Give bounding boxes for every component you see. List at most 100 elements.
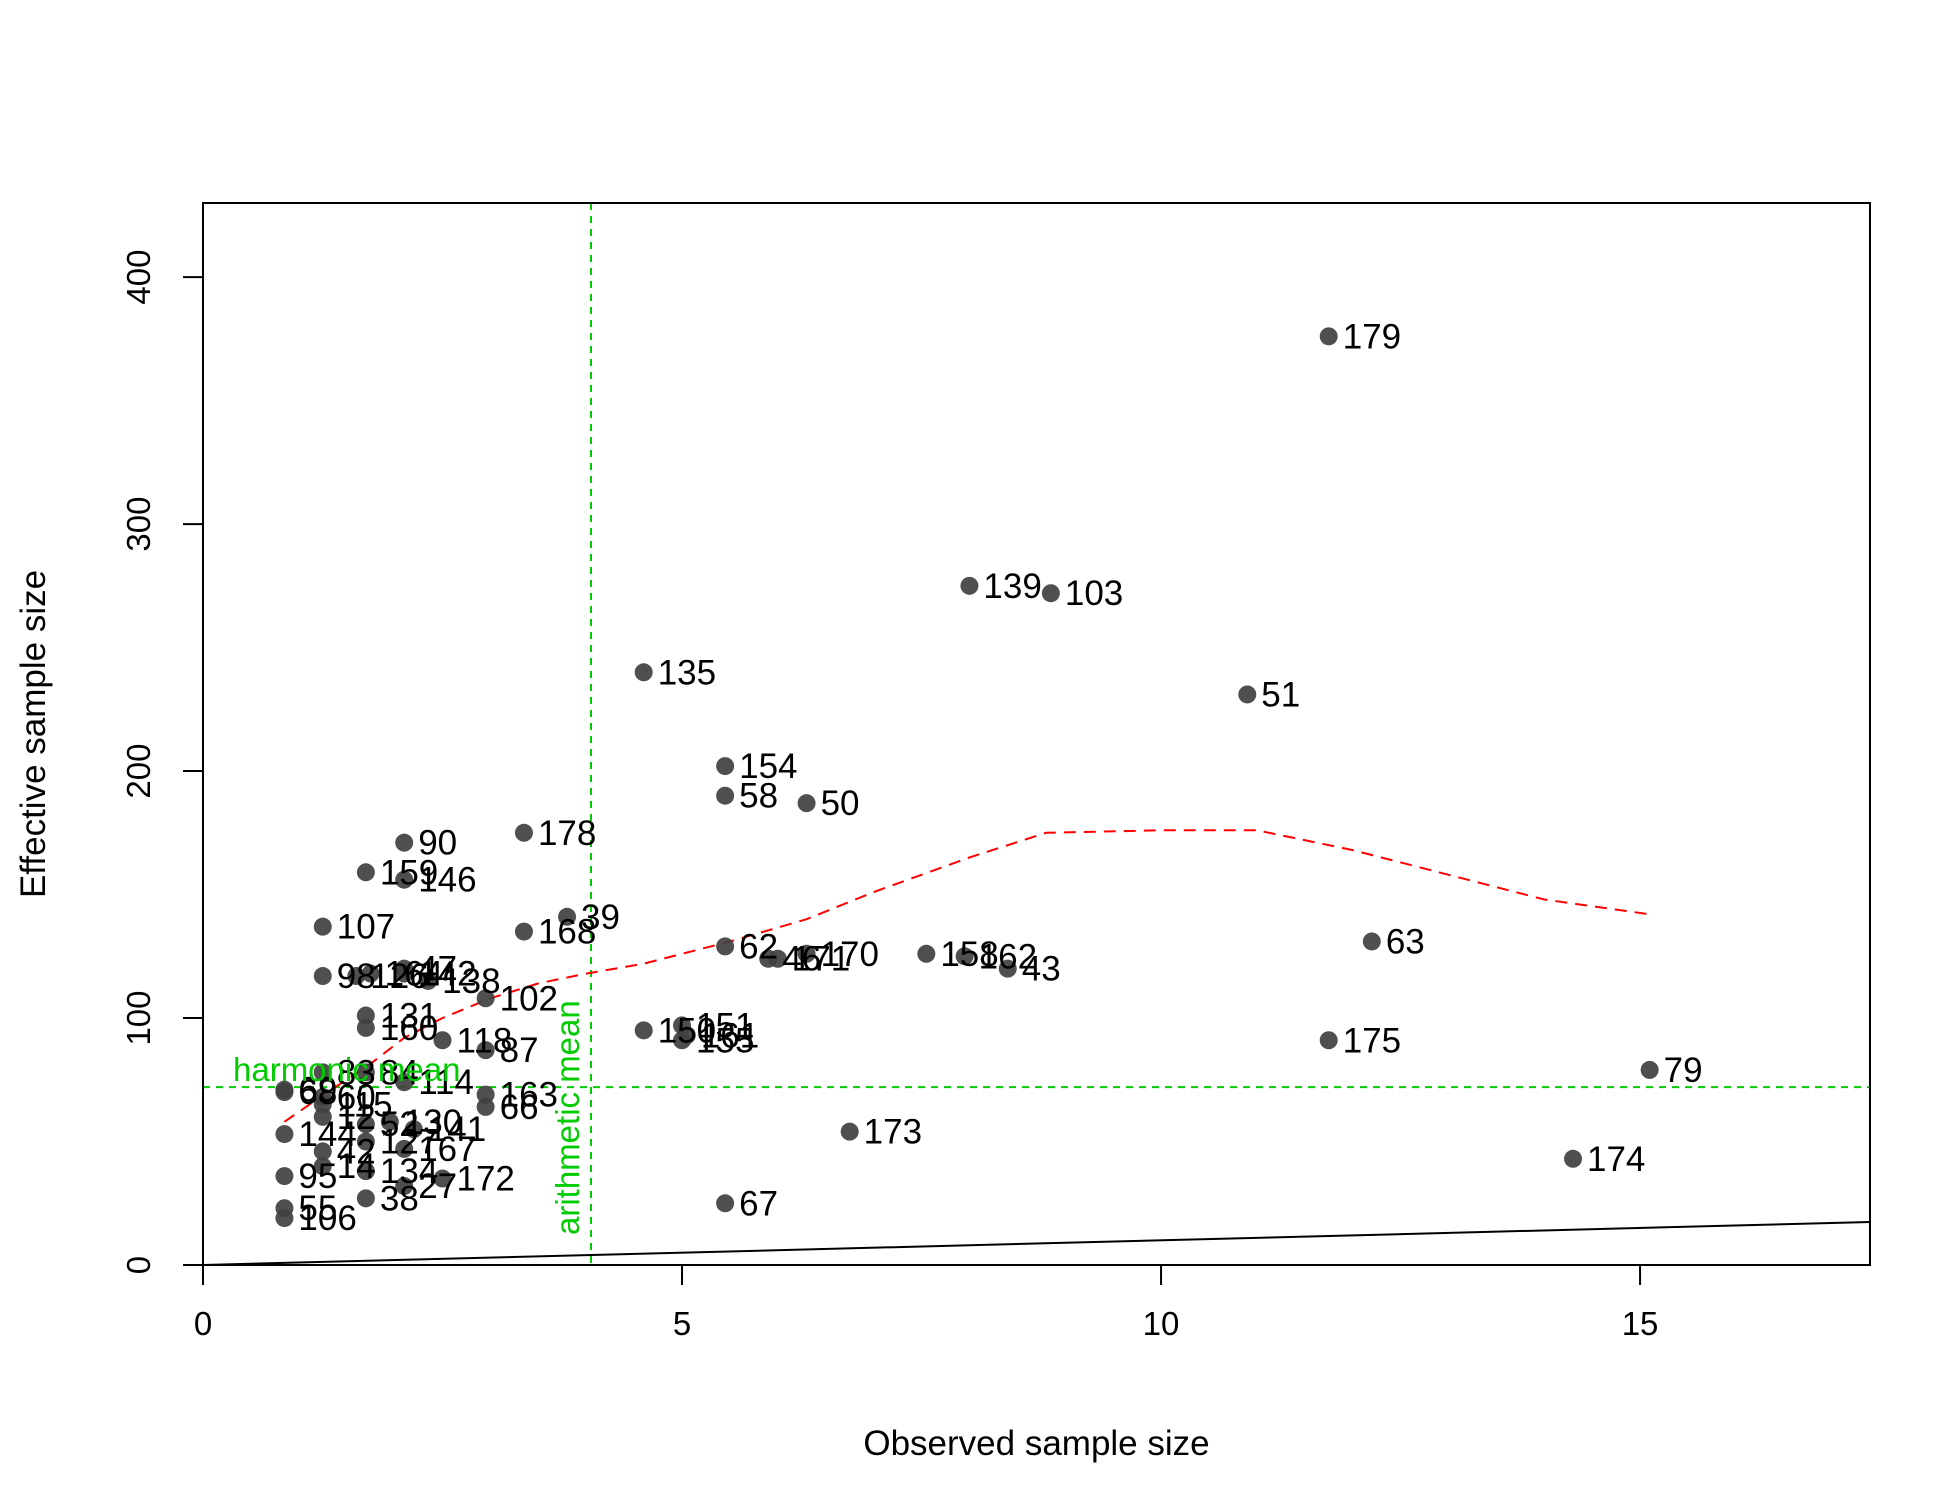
- data-point: [1238, 685, 1257, 704]
- data-point: [313, 1157, 332, 1176]
- point-label: 118: [457, 1021, 513, 1060]
- point-label: 62: [739, 927, 778, 966]
- data-point: [356, 1006, 375, 1025]
- point-label: 150: [658, 1011, 716, 1050]
- data-point: [716, 1194, 735, 1213]
- data-point: [313, 917, 332, 936]
- point-label: 160: [380, 1009, 438, 1048]
- data-point: [275, 1125, 294, 1144]
- y-tick-label: 400: [120, 250, 157, 305]
- point-label: 159: [380, 853, 438, 892]
- point-label: 138: [442, 962, 500, 1001]
- point-label: 55: [298, 1189, 337, 1228]
- arithmetic-mean-label: arithmetic mean: [549, 1000, 586, 1235]
- data-point: [1640, 1060, 1659, 1079]
- point-label: 139: [983, 567, 1041, 606]
- data-point: [433, 1169, 452, 1188]
- point-label: 95: [298, 1157, 337, 1196]
- data-point: [960, 576, 979, 595]
- data-point: [917, 944, 936, 963]
- data-point: [361, 964, 380, 983]
- point-label: 63: [1386, 922, 1425, 961]
- data-point: [395, 870, 414, 889]
- data-point: [313, 1107, 332, 1126]
- data-point: [356, 1162, 375, 1181]
- point-label: 66: [500, 1088, 539, 1127]
- point-label: 172: [457, 1160, 515, 1199]
- data-point: [275, 1209, 294, 1228]
- point-label: 158: [940, 935, 998, 974]
- data-point: [1564, 1149, 1583, 1168]
- data-point: [275, 1083, 294, 1102]
- data-point: [673, 1031, 692, 1050]
- point-label: 12: [337, 1098, 376, 1137]
- point-label: 178: [538, 814, 596, 853]
- data-point: [395, 964, 414, 983]
- point-label: 162: [979, 937, 1037, 976]
- data-point: [476, 1041, 495, 1060]
- data-point: [356, 863, 375, 882]
- point-label: 167: [418, 1130, 476, 1169]
- point-label: 179: [1343, 317, 1401, 356]
- data-point: [716, 937, 735, 956]
- identity-line: [202, 1221, 1871, 1266]
- data-point: [356, 1018, 375, 1037]
- point-label: 60: [337, 1078, 376, 1117]
- point-label: 84: [380, 1053, 419, 1092]
- data-point: [1319, 1031, 1338, 1050]
- point-label: 161: [701, 1016, 759, 1055]
- point-label: 173: [864, 1113, 922, 1152]
- data-point: [476, 1085, 495, 1104]
- point-label: 155: [696, 1021, 754, 1060]
- x-tick-label: 5: [673, 1305, 691, 1342]
- point-label: 79: [1664, 1051, 1703, 1090]
- data-point: [313, 1095, 332, 1114]
- y-tick-label: 300: [120, 497, 157, 552]
- data-point: [1041, 584, 1060, 603]
- point-label: 131: [380, 997, 438, 1036]
- point-label: 141: [428, 1110, 486, 1149]
- data-point: [476, 1097, 495, 1116]
- point-label: 146: [418, 861, 476, 900]
- data-point: [514, 922, 533, 941]
- data-point: [634, 663, 653, 682]
- point-label: 90: [418, 824, 457, 863]
- data-point: [313, 967, 332, 986]
- data-point: [840, 1122, 859, 1141]
- point-label: 38: [380, 1179, 419, 1218]
- data-point: [797, 944, 816, 963]
- data-point: [955, 947, 974, 966]
- data-point: [1319, 327, 1338, 346]
- x-axis-title: Observed sample size: [863, 1424, 1209, 1463]
- data-point: [395, 1176, 414, 1195]
- point-label: 135: [658, 653, 716, 692]
- y-tick-label: 100: [120, 990, 157, 1045]
- data-point: [275, 1167, 294, 1186]
- point-label: 14: [337, 1147, 376, 1186]
- data-point: [419, 971, 438, 990]
- point-label: 39: [581, 898, 620, 937]
- point-label: 102: [500, 979, 558, 1018]
- point-label: 51: [1261, 675, 1300, 714]
- point-label: 171: [792, 940, 850, 979]
- point-label: 27: [418, 1167, 457, 1206]
- data-point: [313, 1063, 332, 1082]
- point-label: 130: [404, 1103, 462, 1142]
- data-point: [476, 989, 495, 1008]
- point-label: 163: [500, 1076, 558, 1115]
- data-point: [716, 757, 735, 776]
- point-label: 168: [538, 913, 596, 952]
- point-label: 115: [337, 1085, 393, 1124]
- y-tick-label: 200: [120, 744, 157, 799]
- point-label: 46: [782, 940, 821, 979]
- data-point: [395, 1073, 414, 1092]
- point-label: 142: [418, 955, 476, 994]
- point-label: 154: [739, 747, 797, 786]
- data-point: [514, 823, 533, 842]
- point-label: 151: [696, 1006, 754, 1045]
- point-label: 87: [500, 1031, 539, 1070]
- data-point: [395, 833, 414, 852]
